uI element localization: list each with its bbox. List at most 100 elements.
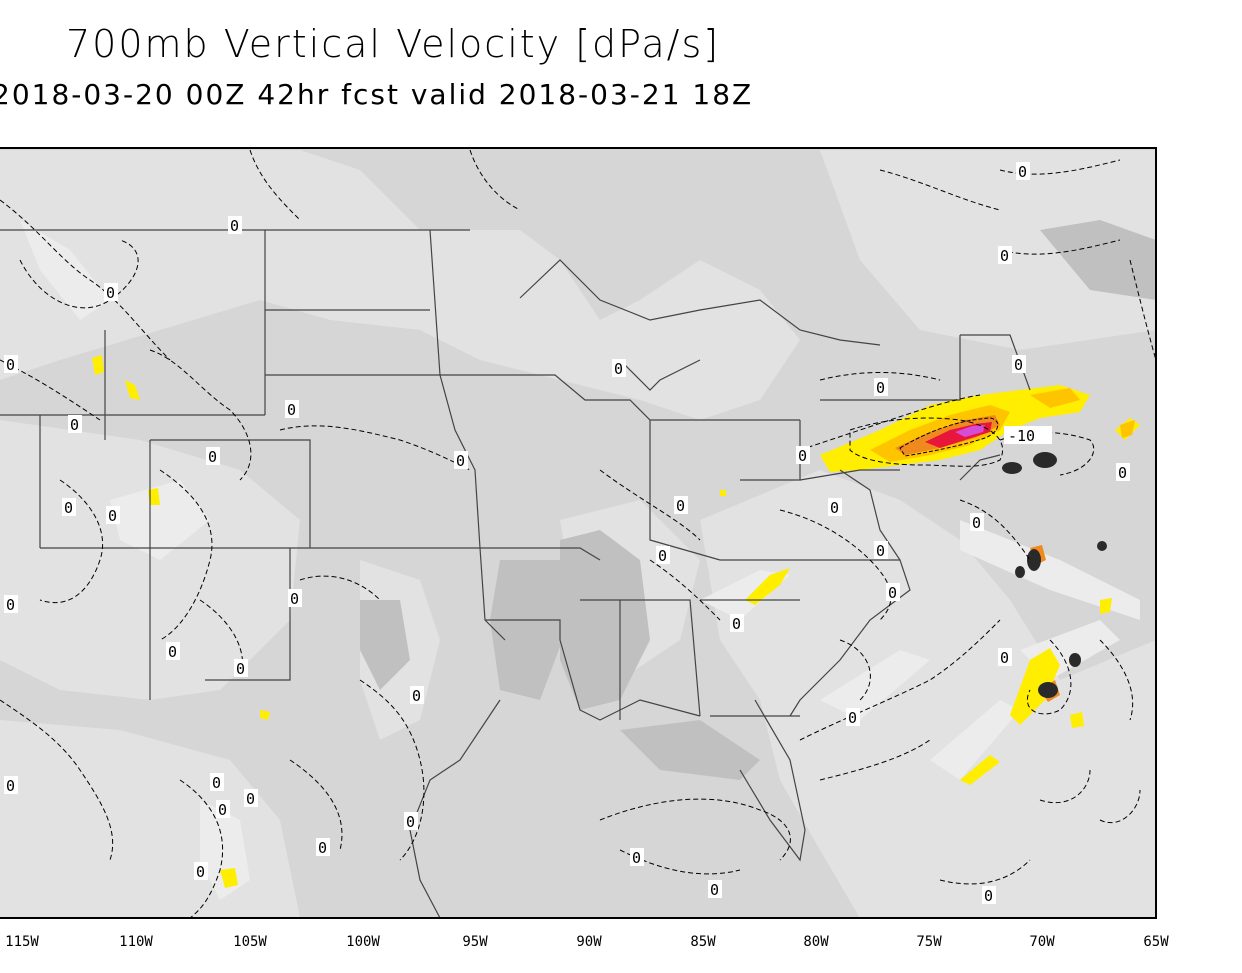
svg-text:0: 0 <box>732 615 741 633</box>
contour-label: 0 <box>285 400 299 419</box>
contour-label: 0 <box>4 595 18 614</box>
contour-label: 0 <box>316 838 330 857</box>
svg-text:0: 0 <box>6 596 15 614</box>
svg-text:0: 0 <box>1000 247 1009 265</box>
svg-text:0: 0 <box>287 401 296 419</box>
svg-text:0: 0 <box>230 217 239 235</box>
svg-text:0: 0 <box>208 448 217 466</box>
lon-label: 95W <box>462 934 488 950</box>
contour-label: 0 <box>998 246 1012 265</box>
contour-label: 0 <box>612 359 626 378</box>
contour-label: -10 <box>1004 426 1052 445</box>
map-frame <box>0 147 1157 919</box>
svg-text:0: 0 <box>6 356 15 374</box>
contour-label: 0 <box>454 451 468 470</box>
contour-label: 0 <box>244 789 258 808</box>
contour-label: 0 <box>4 776 18 795</box>
contour-label: 0 <box>1012 355 1026 374</box>
svg-text:0: 0 <box>218 801 227 819</box>
svg-text:0: 0 <box>830 499 839 517</box>
contour-label: 0 <box>234 659 248 678</box>
map-subtitle: 2018-03-20 00Z 42hr fcst valid 2018-03-2… <box>0 78 754 111</box>
svg-text:0: 0 <box>196 863 205 881</box>
svg-text:0: 0 <box>876 379 885 397</box>
svg-text:0: 0 <box>972 514 981 532</box>
svg-text:0: 0 <box>318 839 327 857</box>
svg-text:0: 0 <box>246 790 255 808</box>
contour-label: 0 <box>288 589 302 608</box>
contour-label: 0 <box>404 812 418 831</box>
contour-label: 0 <box>828 498 842 517</box>
svg-text:0: 0 <box>168 643 177 661</box>
contour-label: 0 <box>970 513 984 532</box>
contour-label: 0 <box>874 541 888 560</box>
contour-label: 0 <box>194 862 208 881</box>
map-title: 700mb Vertical Velocity [dPa/s] <box>66 22 721 66</box>
lon-label: 85W <box>690 934 716 950</box>
contour-label: 0 <box>730 614 744 633</box>
svg-text:-10: -10 <box>1008 427 1035 445</box>
svg-text:0: 0 <box>290 590 299 608</box>
longitude-axis: 115W 110W 105W 100W 95W 90W 85W 80W 75W … <box>5 934 1169 950</box>
zero-contours <box>0 149 1156 918</box>
lon-label: 105W <box>233 934 267 950</box>
contour-label: 0 <box>104 283 118 302</box>
svg-text:0: 0 <box>1018 163 1027 181</box>
svg-text:0: 0 <box>412 687 421 705</box>
svg-text:0: 0 <box>614 360 623 378</box>
contour-label: 0 <box>210 773 224 792</box>
contour-label: 0 <box>410 686 424 705</box>
svg-text:0: 0 <box>1118 464 1127 482</box>
contour-label: 0 <box>216 800 230 819</box>
svg-text:0: 0 <box>848 709 857 727</box>
contour-label: 0 <box>228 216 242 235</box>
svg-text:0: 0 <box>64 499 73 517</box>
lon-label: 110W <box>119 934 153 950</box>
contour-label: 0 <box>982 886 996 905</box>
lon-label: 75W <box>916 934 942 950</box>
svg-text:0: 0 <box>1014 356 1023 374</box>
contour-label: 0 <box>1016 162 1030 181</box>
svg-text:0: 0 <box>1000 649 1009 667</box>
map-field <box>0 148 1156 918</box>
dark-regions <box>360 220 1156 780</box>
minus-ten-contour <box>899 417 999 457</box>
svg-text:0: 0 <box>888 584 897 602</box>
svg-text:0: 0 <box>798 447 807 465</box>
svg-text:0: 0 <box>658 547 667 565</box>
svg-text:0: 0 <box>106 284 115 302</box>
lon-label: 65W <box>1143 934 1169 950</box>
lon-label: 100W <box>346 934 380 950</box>
svg-text:0: 0 <box>876 542 885 560</box>
ascent-magenta <box>955 425 985 437</box>
contour-label: 0 <box>630 848 644 867</box>
contour-label: 0 <box>166 642 180 661</box>
contour-label: 0 <box>886 583 900 602</box>
svg-text:0: 0 <box>236 660 245 678</box>
svg-text:0: 0 <box>6 777 15 795</box>
contour-label: 0 <box>796 446 810 465</box>
contour-label: 0 <box>62 498 76 517</box>
contour-label: 0 <box>4 355 18 374</box>
lon-label: 90W <box>576 934 602 950</box>
svg-text:0: 0 <box>212 774 221 792</box>
contour-label-group: 0 0 0 0 0 0 0 0 0 0 0 0 0 0 0 0 0 0 0 0 … <box>4 162 1130 905</box>
lon-label: 115W <box>5 934 39 950</box>
contour-label: 0 <box>68 415 82 434</box>
contour-label: 0 <box>708 880 722 899</box>
contour-label: 0 <box>874 378 888 397</box>
lon-label: 70W <box>1029 934 1055 950</box>
contour-label: 0 <box>206 447 220 466</box>
contour-label: 0 <box>1116 463 1130 482</box>
contour-label: 0 <box>106 506 120 525</box>
svg-text:0: 0 <box>984 887 993 905</box>
strong-ascent-cores <box>1002 452 1107 698</box>
svg-text:0: 0 <box>676 497 685 515</box>
contour-label: 0 <box>674 496 688 515</box>
svg-text:0: 0 <box>70 416 79 434</box>
svg-text:0: 0 <box>108 507 117 525</box>
contour-label: 0 <box>656 546 670 565</box>
svg-text:0: 0 <box>632 849 641 867</box>
contour-label: 0 <box>998 648 1012 667</box>
